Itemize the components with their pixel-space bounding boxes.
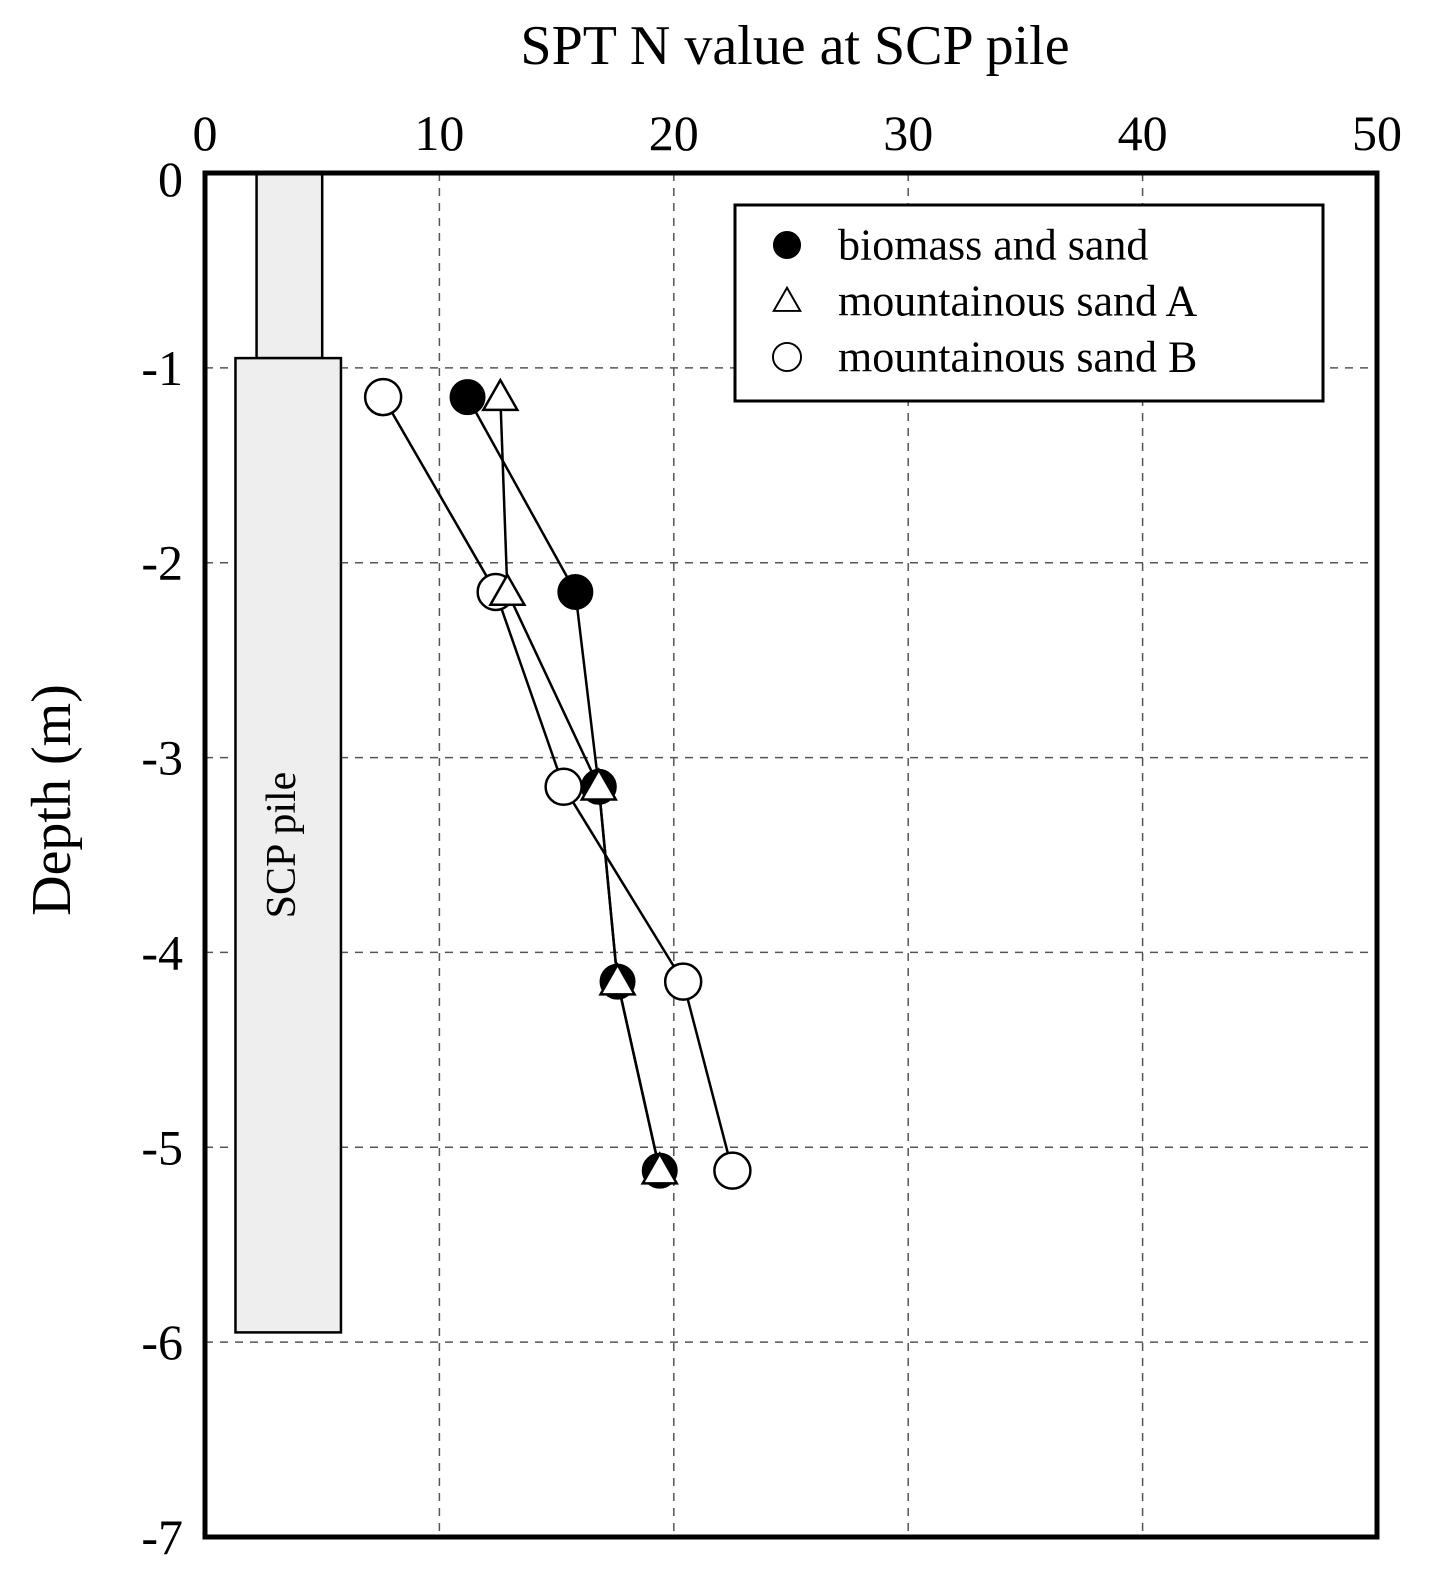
data-point-open-circle bbox=[363, 377, 403, 417]
data-point-filled-circle bbox=[557, 573, 594, 610]
x-tick-label: 50 bbox=[1352, 105, 1402, 161]
y-axis-title: Depth (m) bbox=[21, 684, 83, 916]
x-tick-labels: 0 10 20 30 40 50 bbox=[193, 105, 1403, 161]
legend-entry-label: biomass and sand bbox=[838, 221, 1148, 270]
data-point-open-circle bbox=[544, 767, 583, 807]
data-point-open-circle bbox=[713, 1151, 752, 1190]
data-point-open-triangle bbox=[488, 572, 527, 606]
data-series bbox=[363, 377, 752, 1190]
scp-pile-main-section bbox=[234, 356, 343, 1334]
scp-pile-label: SCP pile bbox=[259, 772, 305, 919]
legend-marker-open-triangle bbox=[772, 285, 802, 312]
legend-box bbox=[733, 203, 1325, 403]
y-tick-label: -7 bbox=[141, 1509, 183, 1565]
y-tick-label: -3 bbox=[141, 730, 183, 786]
y-tick-label: -6 bbox=[141, 1314, 183, 1370]
scp-pile-graphic: SCP pile bbox=[234, 171, 343, 1334]
x-tick-label: 40 bbox=[1118, 105, 1168, 161]
legend: biomass and sand mountainous sand A mounta… bbox=[733, 203, 1325, 403]
data-point-open-triangle bbox=[640, 1151, 679, 1185]
scp-pile-upper-section bbox=[255, 171, 324, 360]
y-tick-label: -5 bbox=[141, 1119, 183, 1175]
data-point-open-triangle bbox=[481, 377, 520, 412]
x-tick-label: 30 bbox=[883, 105, 933, 161]
data-point-open-circle bbox=[663, 962, 703, 1001]
y-tick-label: -2 bbox=[141, 535, 183, 591]
y-tick-label: -4 bbox=[141, 924, 183, 980]
data-point-open-triangle bbox=[579, 767, 618, 801]
legend-marker-filled-circle bbox=[772, 230, 802, 260]
x-tick-label: 10 bbox=[414, 105, 464, 161]
legend-entry-label: mountainous sand A bbox=[838, 277, 1198, 326]
series-markers bbox=[363, 377, 752, 1190]
data-point-filled-circle bbox=[449, 379, 486, 416]
legend-entry-label: mountainous sand B bbox=[838, 333, 1197, 382]
legend-marker-open-circle bbox=[771, 341, 803, 373]
data-point-open-triangle bbox=[598, 962, 637, 996]
y-tick-labels: 0 -1 -2 -3 -4 -5 -6 -7 bbox=[141, 151, 183, 1565]
x-tick-label: 0 bbox=[193, 105, 218, 161]
y-tick-label: 0 bbox=[158, 151, 183, 207]
y-tick-label: -1 bbox=[141, 340, 183, 396]
x-axis-title: SPT N value at SCP pile bbox=[520, 15, 1069, 77]
plot-frame bbox=[202, 170, 1380, 1540]
x-tick-label: 20 bbox=[649, 105, 699, 161]
